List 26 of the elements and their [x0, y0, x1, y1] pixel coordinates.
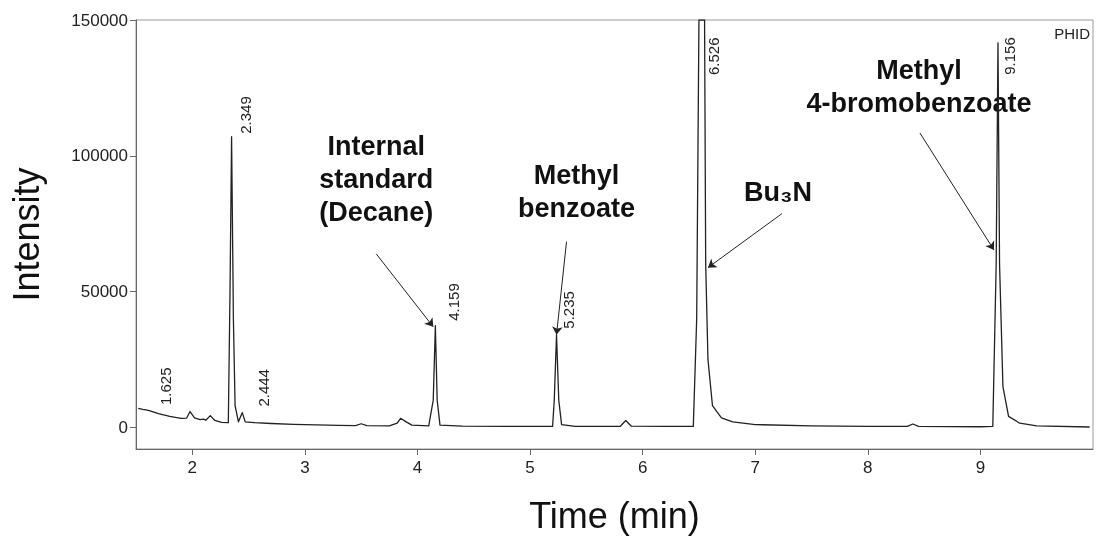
- x-tick-label: 6: [637, 458, 648, 477]
- annotation: 9.156: [1001, 37, 1019, 75]
- x-tick-label: 3: [300, 458, 310, 477]
- y-axis-title: Intensity: [5, 167, 47, 302]
- annotation: Bu₃N: [743, 176, 812, 207]
- y-tick-label: 0: [118, 417, 128, 437]
- x-tick-label: 9: [975, 458, 986, 477]
- annotation: Internal standard (Decane): [319, 130, 434, 227]
- y-tick-label: 100000: [71, 146, 128, 166]
- annotation: 5.235: [560, 291, 578, 329]
- x-tick-label: 2: [187, 458, 198, 477]
- line-series: [137, 19, 1091, 428]
- annotation: Methyl benzoate: [518, 160, 636, 224]
- y-tick-label: 50000: [80, 282, 128, 302]
- annotation: 2.444: [254, 369, 272, 407]
- annotation: 6.526: [705, 37, 723, 75]
- annotation: 1.625: [156, 367, 174, 405]
- annotation: 4.159: [444, 283, 462, 321]
- annotation: PHID: [1054, 25, 1091, 42]
- annotation: 2.349: [237, 96, 255, 134]
- x-tick-label: 5: [525, 458, 535, 477]
- y-tick-label: 150000: [71, 10, 128, 30]
- x-axis-title: Time (min): [529, 494, 700, 536]
- x-tick-label: 4: [412, 458, 423, 477]
- x-tick-label: 8: [863, 458, 873, 477]
- x-tick-label: 7: [750, 458, 760, 477]
